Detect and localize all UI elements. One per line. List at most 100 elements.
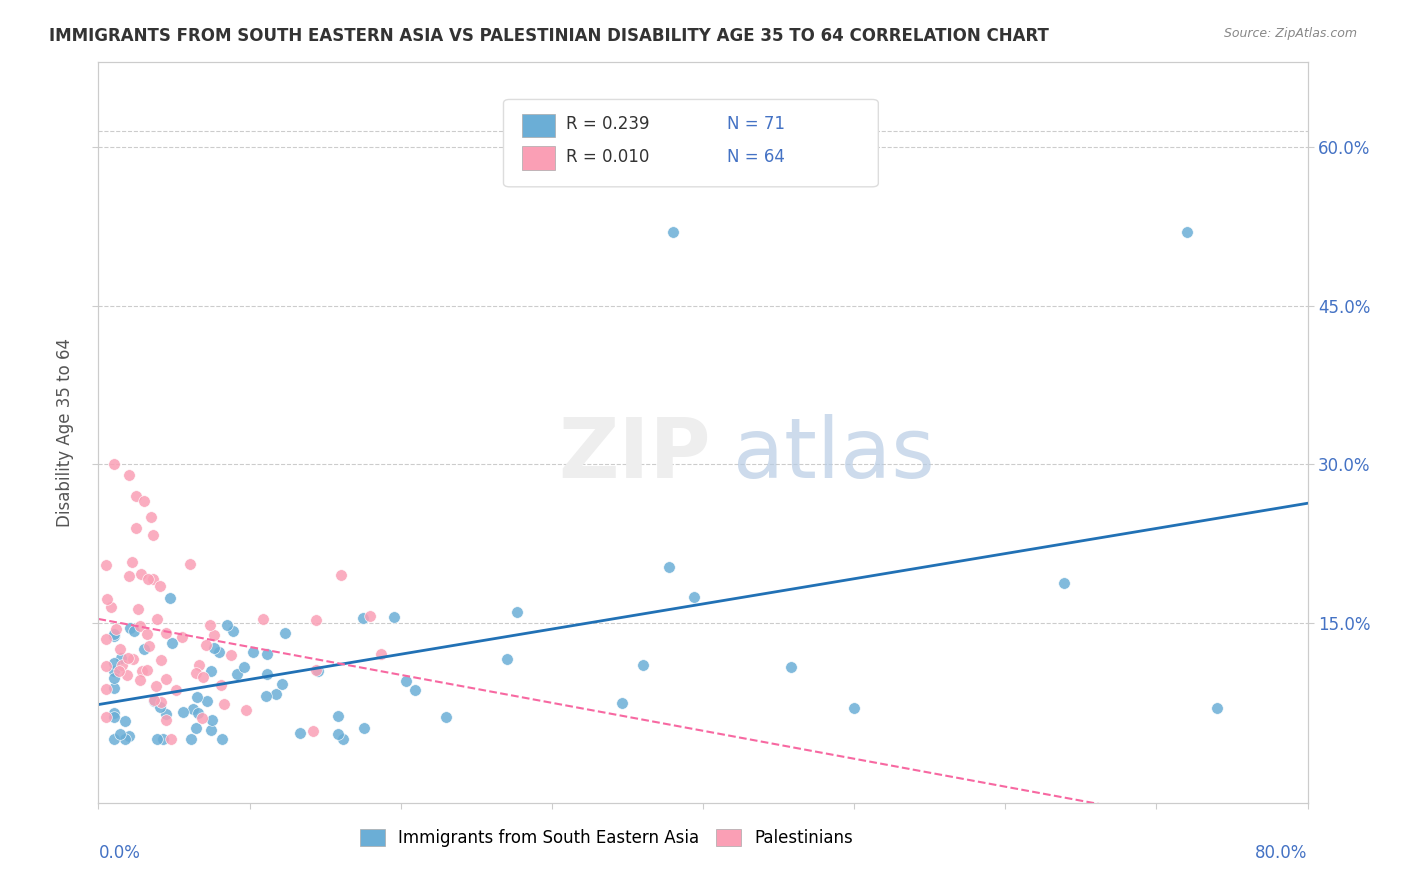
Point: [94, 558, 117, 572]
Point: [108, 642, 131, 657]
Point: [252, 612, 274, 626]
Point: [273, 626, 295, 640]
Point: [256, 667, 278, 681]
Point: [404, 682, 426, 697]
Point: [330, 568, 353, 582]
Text: N = 71: N = 71: [727, 115, 785, 133]
Point: [103, 627, 125, 641]
Point: [200, 617, 222, 632]
Point: [142, 572, 165, 586]
Point: [117, 650, 139, 665]
Point: [105, 622, 128, 636]
Point: [1053, 576, 1076, 591]
Point: [165, 683, 187, 698]
Point: [233, 659, 256, 673]
Point: [270, 677, 292, 691]
Point: [114, 732, 136, 747]
Point: [150, 695, 173, 709]
Point: [143, 693, 166, 707]
Point: [103, 706, 125, 721]
Point: [211, 732, 233, 747]
Text: 80.0%: 80.0%: [1256, 844, 1308, 862]
Point: [121, 555, 143, 569]
Point: [138, 640, 160, 654]
Point: [359, 608, 381, 623]
Point: [219, 648, 242, 663]
Point: [179, 557, 201, 571]
Text: 0.0%: 0.0%: [98, 844, 141, 862]
Point: [111, 657, 134, 672]
Point: [129, 566, 152, 581]
Point: [94, 681, 117, 696]
Point: [103, 671, 125, 685]
Point: [100, 600, 122, 615]
Point: [200, 723, 222, 738]
Point: [208, 645, 231, 659]
Point: [172, 705, 194, 719]
Point: [780, 660, 803, 674]
Point: [202, 628, 225, 642]
Point: [353, 721, 375, 735]
Point: [125, 521, 148, 535]
Point: [186, 690, 208, 704]
Point: [103, 656, 125, 670]
Text: N = 64: N = 64: [727, 148, 785, 166]
Point: [94, 659, 117, 673]
Point: [121, 651, 143, 665]
Point: [214, 697, 236, 711]
Point: [141, 510, 163, 524]
Point: [242, 645, 264, 659]
Point: [131, 664, 153, 678]
Bar: [522, 113, 555, 137]
Text: R = 0.239: R = 0.239: [567, 115, 650, 133]
Point: [132, 641, 155, 656]
Point: [103, 732, 125, 747]
Point: [149, 579, 172, 593]
Point: [187, 658, 209, 673]
Point: [326, 709, 349, 723]
Point: [127, 601, 149, 615]
Point: [184, 665, 207, 680]
Point: [225, 666, 247, 681]
Point: [145, 679, 167, 693]
Point: [180, 732, 202, 747]
Point: [222, 624, 245, 638]
Point: [136, 572, 159, 586]
Point: [352, 611, 374, 625]
Point: [118, 729, 141, 743]
Point: [254, 690, 277, 704]
Point: [256, 647, 278, 661]
Point: [661, 225, 683, 239]
Point: [149, 700, 172, 714]
Point: [150, 653, 173, 667]
Point: [191, 670, 214, 684]
Point: [162, 636, 184, 650]
Text: IMMIGRANTS FROM SOUTH EASTERN ASIA VS PALESTINIAN DISABILITY AGE 35 TO 64 CORREL: IMMIGRANTS FROM SOUTH EASTERN ASIA VS PA…: [49, 27, 1049, 45]
Point: [382, 610, 405, 624]
Point: [202, 640, 225, 655]
Point: [631, 658, 654, 673]
Point: [125, 489, 148, 503]
Point: [136, 663, 159, 677]
Point: [128, 618, 150, 632]
Point: [115, 668, 138, 682]
Point: [108, 664, 131, 678]
Point: [190, 711, 212, 725]
Text: R = 0.010: R = 0.010: [567, 148, 650, 166]
Point: [1206, 700, 1229, 714]
Point: [142, 694, 165, 708]
Legend: Immigrants from South Eastern Asia, Palestinians: Immigrants from South Eastern Asia, Pale…: [353, 822, 859, 854]
Point: [200, 665, 222, 679]
Y-axis label: Disability Age 35 to 64: Disability Age 35 to 64: [56, 338, 75, 527]
Point: [394, 674, 416, 689]
FancyBboxPatch shape: [503, 99, 879, 186]
Point: [302, 724, 325, 739]
Point: [129, 673, 152, 687]
Point: [114, 714, 136, 728]
Point: [305, 613, 328, 627]
Point: [215, 618, 238, 632]
Point: [184, 721, 207, 735]
Point: [195, 693, 218, 707]
Point: [209, 678, 232, 692]
Point: [290, 726, 312, 740]
